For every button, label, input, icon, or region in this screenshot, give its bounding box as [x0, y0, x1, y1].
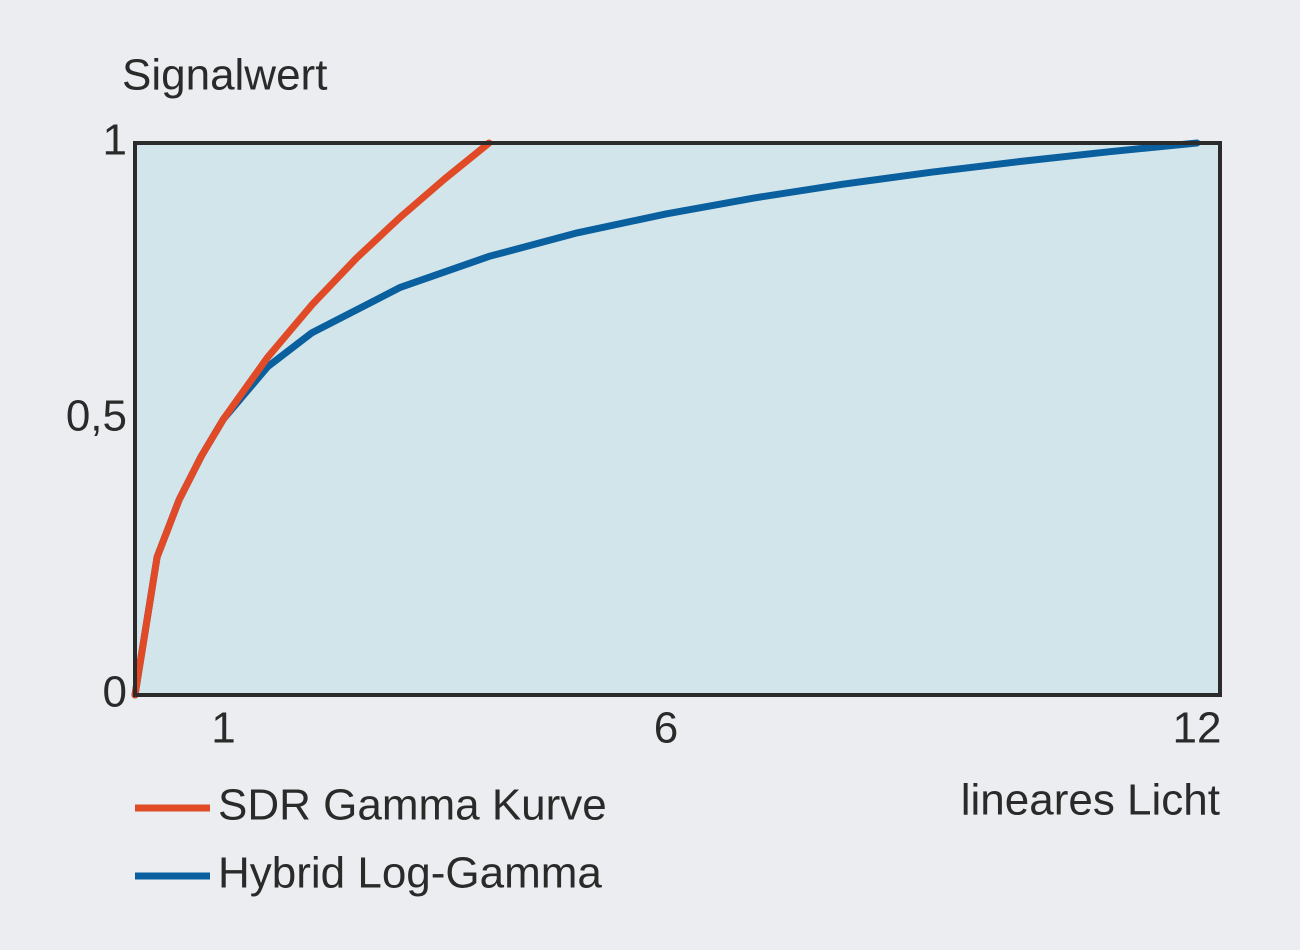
x-axis-label: lineares Licht — [961, 776, 1220, 825]
plot-area — [135, 143, 1220, 695]
y-tick-label: 1 — [103, 116, 127, 165]
y-tick-label: 0,5 — [66, 392, 127, 441]
y-axis-label: Signalwert — [122, 51, 327, 100]
legend-label: Hybrid Log-Gamma — [218, 849, 602, 898]
legend-label: SDR Gamma Kurve — [218, 781, 607, 830]
y-tick-label: 0 — [103, 668, 127, 717]
plot-border — [133, 141, 1222, 697]
x-tick-label: 12 — [1173, 704, 1222, 753]
x-tick-label: 6 — [654, 704, 678, 753]
line-series — [131, 139, 493, 699]
x-tick-label: 1 — [211, 704, 235, 753]
